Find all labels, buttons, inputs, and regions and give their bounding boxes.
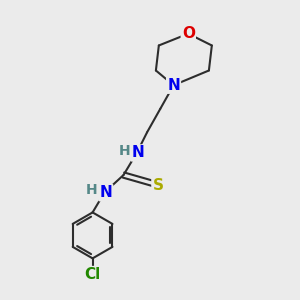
Text: Cl: Cl — [85, 267, 101, 282]
Text: O: O — [182, 26, 195, 41]
Text: N: N — [100, 185, 112, 200]
Text: S: S — [152, 178, 164, 193]
Text: N: N — [132, 146, 145, 160]
Text: N: N — [167, 78, 180, 93]
Text: H: H — [86, 183, 98, 197]
Text: H: H — [118, 144, 130, 158]
